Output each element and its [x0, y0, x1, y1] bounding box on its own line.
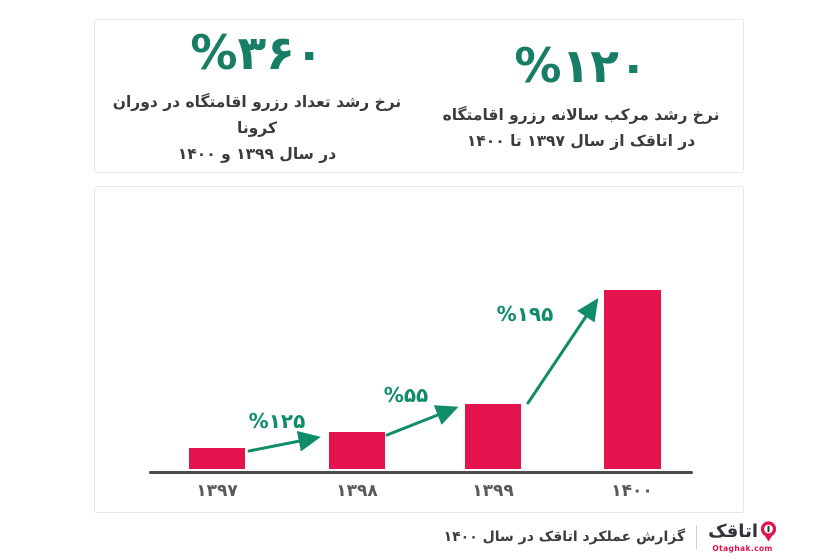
stats-summary-card: %۱۲۰ نرخ رشد مرکب سالانه رزرو اقامتگاه د…: [94, 19, 744, 173]
bar-1397: [189, 448, 245, 469]
x-tick-1397: ۱۳۹۷: [196, 481, 238, 501]
bar-1399: [465, 404, 521, 469]
growth-label-195: %۱۹۵: [496, 302, 554, 326]
footer: اتاقک Otaghak.com گزارش عملکرد اتاقک در …: [444, 513, 777, 560]
stat-covid-growth: %۳۶۰ نرخ رشد تعداد رزرو اقامتگاه در دورا…: [95, 25, 419, 166]
otaghak-logo-row: اتاقک: [708, 520, 777, 543]
stat-cagr-description: نرخ رشد مرکب سالانه رزرو اقامتگاه در اتا…: [419, 102, 743, 154]
x-tick-1399: ۱۳۹۹: [472, 481, 514, 501]
stat-covid-growth-line1: نرخ رشد تعداد رزرو اقامتگاه در دوران کرو…: [112, 92, 402, 137]
otaghak-logo-wordmark: اتاقک: [708, 520, 758, 542]
x-tick-1400: ۱۴۰۰: [611, 481, 653, 501]
report-title: گزارش عملکرد اتاقک در سال ۱۴۰۰: [443, 528, 686, 545]
stat-covid-growth-value: %۳۶۰: [190, 26, 324, 82]
stat-cagr-line2: در اتاقک از سال ۱۳۹۷ تا ۱۴۰۰: [466, 131, 696, 150]
stat-cagr-line1: نرخ رشد مرکب سالانه رزرو اقامتگاه: [442, 105, 720, 124]
growth-label-55: %۵۵: [383, 383, 429, 407]
location-pin-icon: [760, 520, 777, 541]
otaghak-logo: اتاقک Otaghak.com: [708, 520, 777, 553]
stat-cagr: %۱۲۰ نرخ رشد مرکب سالانه رزرو اقامتگاه د…: [419, 38, 743, 153]
bar-1398: [329, 432, 385, 469]
growth-arrow-2: [385, 405, 459, 437]
x-tick-1398: ۱۳۹۸: [336, 481, 378, 501]
stat-covid-growth-line2: در سال ۱۳۹۹ و ۱۴۰۰: [177, 144, 337, 163]
x-axis-line: [149, 471, 693, 474]
otaghak-logo-domain: Otaghak.com: [712, 543, 773, 553]
bar-1400: [604, 290, 661, 469]
growth-arrow-1: [247, 430, 321, 453]
stat-covid-growth-description: نرخ رشد تعداد رزرو اقامتگاه در دوران کرو…: [95, 89, 419, 167]
growth-label-125: %۱۲۵: [248, 409, 306, 433]
stat-cagr-value: %۱۲۰: [514, 39, 648, 95]
bar-chart-card: ۱۳۹۷ ۱۳۹۸ ۱۳۹۹ ۱۴۰۰ %۱۲۵ %۵۵ %۱۹۵: [94, 186, 744, 513]
footer-divider: [696, 524, 698, 549]
